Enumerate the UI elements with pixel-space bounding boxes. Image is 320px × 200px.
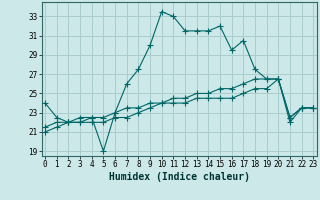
X-axis label: Humidex (Indice chaleur): Humidex (Indice chaleur) xyxy=(109,172,250,182)
